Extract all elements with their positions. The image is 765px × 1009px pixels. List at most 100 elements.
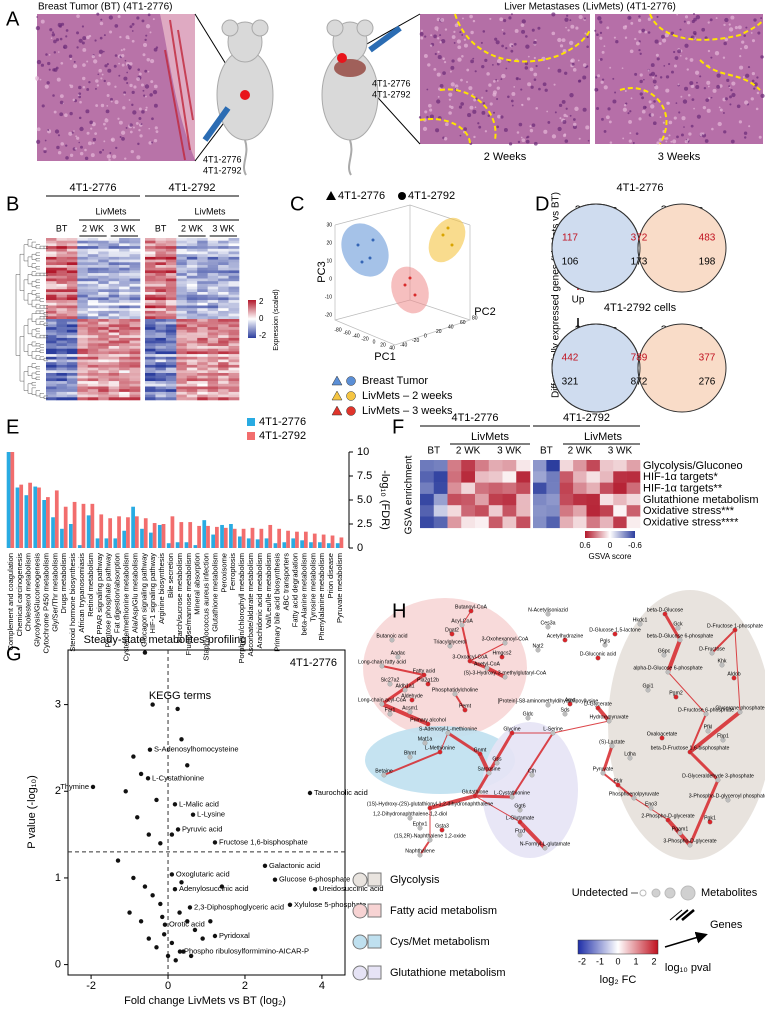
dendrogram (43, 312, 48, 316)
texture (145, 106, 148, 109)
texture (643, 78, 645, 81)
heatmap-cell (197, 270, 208, 274)
heatmap-cell (77, 305, 89, 309)
texture (664, 33, 670, 38)
heatmap-cell (98, 308, 109, 312)
heatmap-cell (420, 482, 435, 495)
texture (489, 102, 493, 106)
heatmap-cell (66, 246, 78, 250)
dendrogram (31, 387, 36, 395)
heatmap-cell (129, 394, 141, 398)
heatmap-cell (228, 327, 240, 331)
texture (472, 19, 476, 23)
heatmap-cell (145, 351, 156, 355)
heatmap-cell (77, 313, 89, 317)
heatmap-cell (165, 346, 177, 349)
texture (755, 107, 759, 111)
texture (695, 84, 700, 90)
texture (563, 113, 567, 117)
texture (122, 106, 126, 110)
texture (728, 23, 731, 26)
heatmap-cell (447, 460, 462, 472)
node-label: Slc27a2 (381, 677, 400, 683)
heatmap-cell (155, 275, 167, 279)
heatmap-cell (461, 505, 476, 517)
x-tick-label: Ala/Asp/Glu metabolism (130, 553, 139, 633)
texture (751, 71, 755, 76)
node-label: Pgm2 (669, 690, 683, 696)
texture (691, 98, 695, 102)
texture (573, 122, 577, 127)
legend-symbol (331, 375, 343, 386)
heatmap-cell (98, 319, 109, 322)
heatmap-cell (475, 516, 490, 529)
heatmap-cell (176, 367, 188, 371)
point (192, 927, 198, 933)
heatmap-cell (165, 378, 177, 382)
heatmap-cell (46, 286, 57, 290)
heatmap-cell (186, 283, 198, 287)
texture (48, 53, 51, 56)
pathway-regions (363, 590, 765, 860)
heatmap-cell (56, 329, 68, 333)
texture (86, 131, 90, 135)
heatmap-cell (197, 243, 208, 247)
heatmap-cell (77, 373, 89, 376)
texture (551, 31, 556, 36)
texture (753, 18, 757, 22)
heatmap-cell (66, 335, 78, 339)
texture (94, 39, 97, 42)
texture (40, 19, 45, 24)
heatmap-cell (56, 273, 68, 277)
texture (634, 72, 638, 76)
heatmap-cell (129, 262, 141, 266)
heatmap-cell (98, 367, 109, 371)
network-edge (689, 713, 707, 753)
texture (638, 48, 641, 52)
dendrogram (31, 382, 36, 386)
dendrogram (35, 303, 40, 309)
heatmap-cell (155, 313, 167, 317)
legend-swatch (247, 432, 255, 440)
texture (451, 35, 456, 39)
texture (463, 127, 467, 131)
texture (497, 114, 501, 119)
texture (109, 30, 113, 34)
heatmap-cell (626, 460, 641, 472)
bar (113, 538, 118, 548)
texture (84, 156, 89, 161)
dendrogram (35, 252, 40, 256)
heatmap-cell (77, 248, 89, 252)
heatmap-cell (108, 340, 120, 344)
texture (79, 126, 84, 132)
texture (103, 34, 106, 37)
texture (470, 59, 474, 64)
heatmap-cell (46, 356, 57, 360)
bar (131, 506, 135, 548)
heatmap-cell (207, 367, 219, 371)
label: 20 (380, 342, 386, 348)
heatmap-cell (46, 289, 57, 293)
heatmap-cell (228, 375, 240, 379)
heatmap-cell (77, 324, 89, 328)
node-label: Pyruvate (593, 766, 614, 772)
texture (575, 26, 579, 30)
heatmap-cell (56, 289, 68, 293)
heatmap-cell (546, 460, 561, 472)
heatmap-cell (129, 375, 141, 379)
bar (104, 538, 109, 548)
texture (492, 92, 497, 97)
dendrogram (39, 310, 44, 314)
label: 3 WK (608, 446, 633, 457)
panel-letter: F (392, 416, 404, 438)
label: 483 (699, 233, 716, 244)
texture (707, 21, 710, 24)
texture (641, 109, 646, 114)
network-node (517, 807, 523, 813)
heatmap-cell (218, 337, 229, 341)
network-edge (478, 753, 491, 774)
x-tick-label: Gly/Ser/Thr metabolism (50, 553, 59, 632)
node-label: Pgk1 (704, 815, 716, 821)
heatmap-cell (119, 256, 130, 260)
texture (600, 80, 604, 84)
